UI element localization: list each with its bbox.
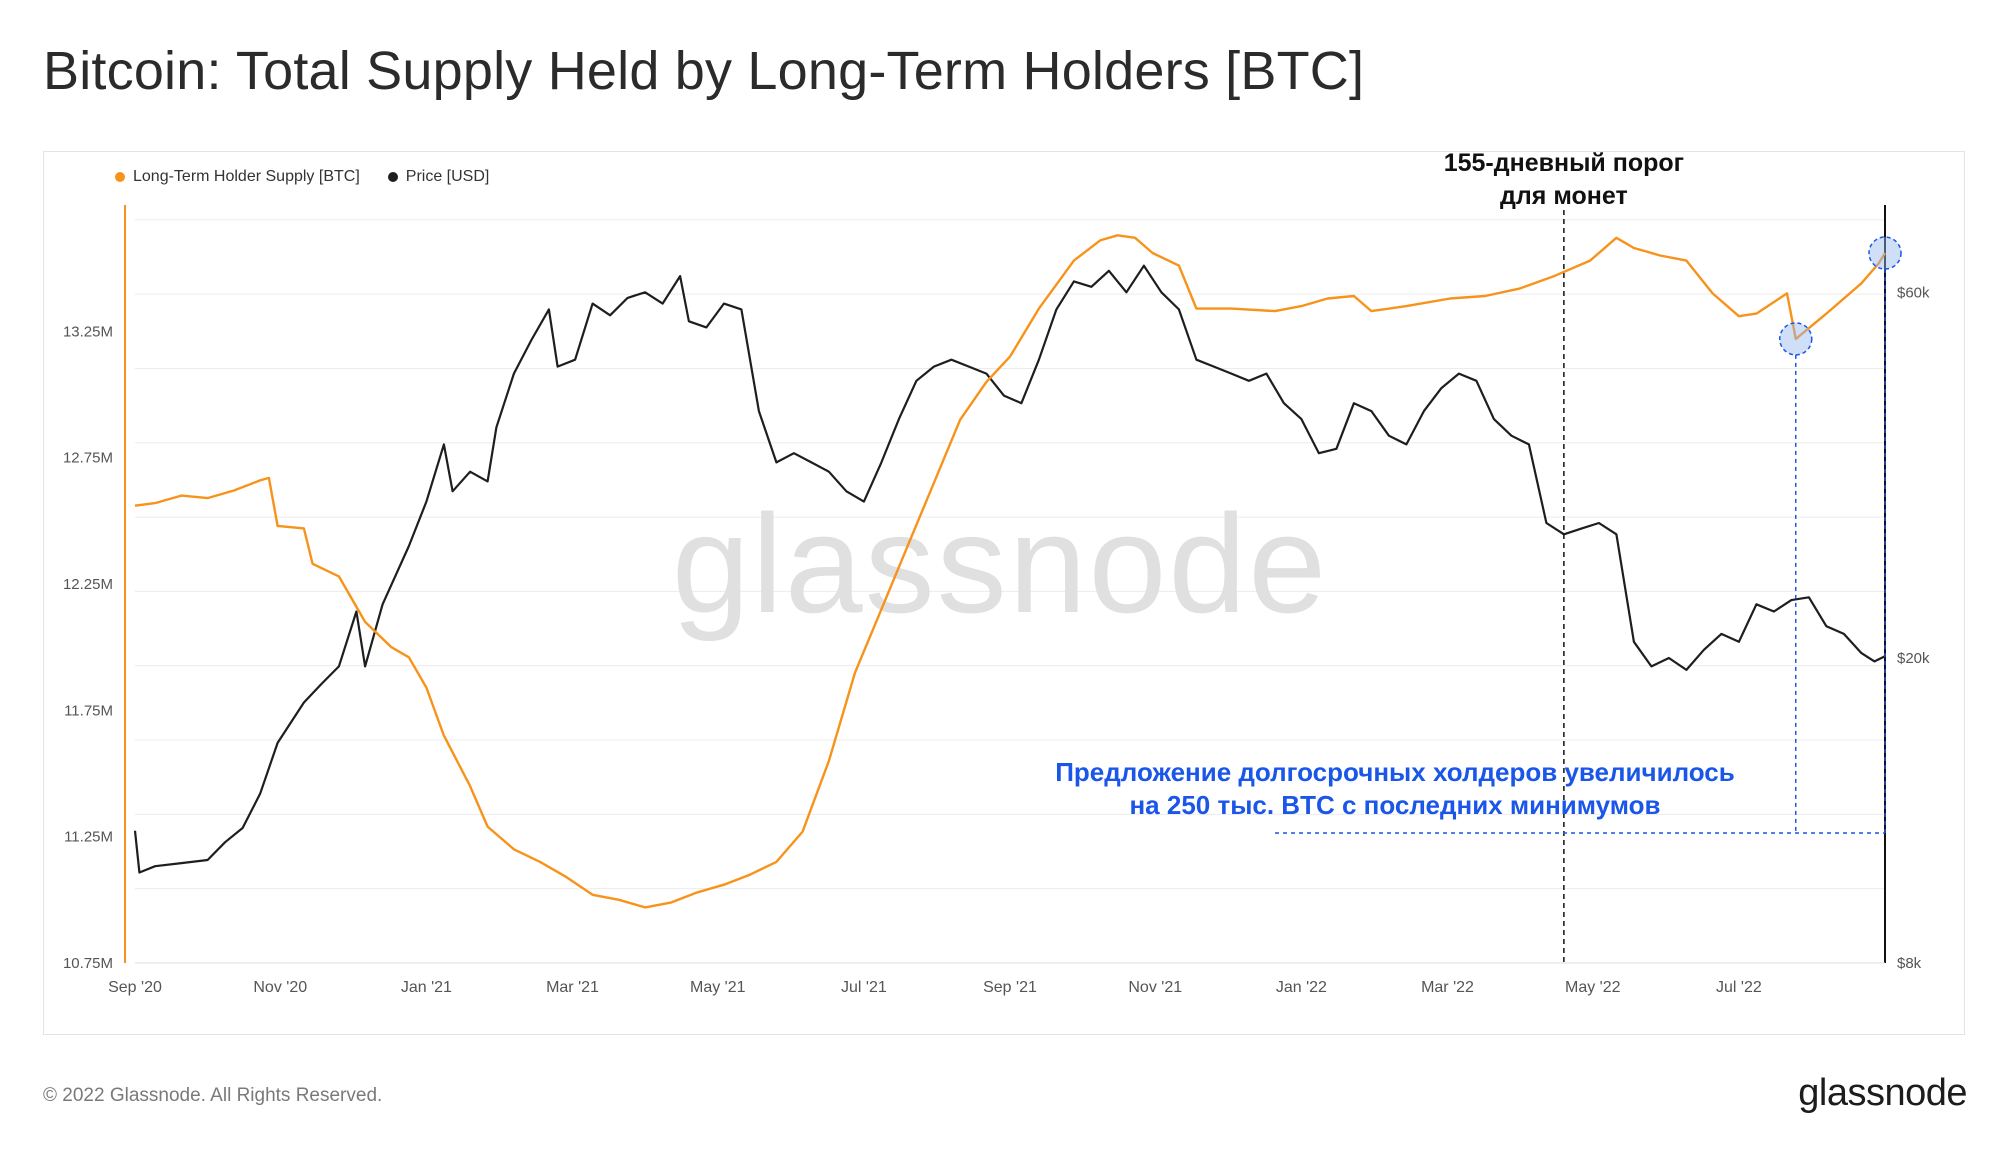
- chart-title: Bitcoin: Total Supply Held by Long-Term …: [43, 41, 1365, 101]
- legend: Long-Term Holder Supply [BTC] Price [USD…: [115, 168, 489, 186]
- chart-frame: [43, 151, 1965, 1035]
- footer-copyright: © 2022 Glassnode. All Rights Reserved.: [43, 1085, 383, 1106]
- legend-item-price[interactable]: Price [USD]: [387, 168, 490, 186]
- legend-item-supply[interactable]: Long-Term Holder Supply [BTC]: [115, 168, 360, 186]
- legend-price-label: Price [USD]: [405, 168, 490, 185]
- legend-supply-dot-icon: [115, 172, 125, 182]
- legend-price-dot-icon: [387, 172, 398, 182]
- legend-supply-label: Long-Term Holder Supply [BTC]: [133, 168, 360, 185]
- footer-logo[interactable]: glassnode: [1798, 1072, 1967, 1114]
